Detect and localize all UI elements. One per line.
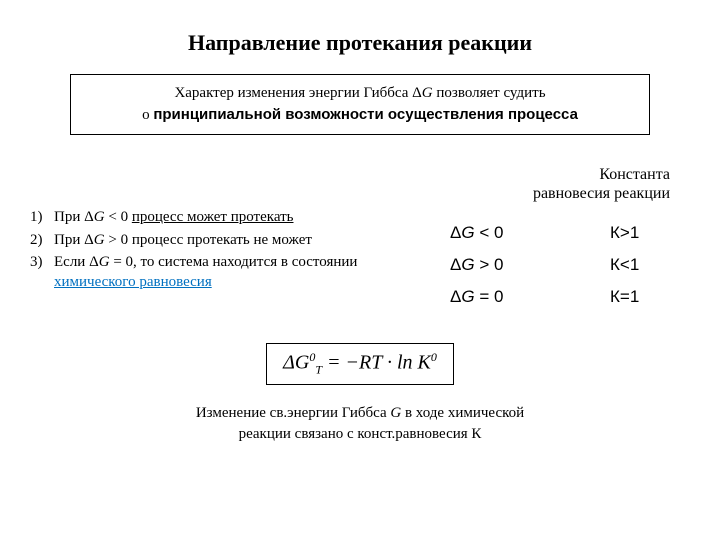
f-g: G [295, 352, 309, 374]
bt-g: G [390, 405, 401, 421]
bottom-caption: Изменение св.энергии Гиббса G в ходе хим… [90, 403, 630, 445]
box-g: G [422, 85, 433, 101]
table-row: ΔG > 0 К<1 [430, 249, 690, 281]
konstant-label: Константа равновесия реакции [30, 165, 670, 203]
bt-l2: реакции связано с конст.равновесия К [239, 426, 482, 442]
conditions-list: 1) При ΔG < 0 процесс может протекать 2)… [30, 207, 420, 294]
f-rt: RT [359, 352, 382, 374]
cell-k: К>1 [610, 223, 670, 243]
table-row: ΔG < 0 К>1 [430, 217, 690, 249]
list-item: 1) При ΔG < 0 процесс может протекать [30, 207, 420, 227]
box-line1-post: позволяет судить [433, 85, 546, 101]
i1-lt: < 0 [105, 209, 132, 225]
cell-k: К<1 [610, 255, 670, 275]
i2-rest: > 0 процесс протекать не может [105, 232, 312, 248]
f-k: K [418, 352, 431, 374]
f-sub: T [315, 363, 322, 377]
box-line2-bold: принципиальной возможности осуществления… [153, 106, 578, 123]
chem-equilibrium-link[interactable]: химического равновесия [54, 274, 212, 290]
cell-dg: ΔG = 0 [450, 287, 560, 307]
f-ksup: 0 [431, 350, 437, 364]
cell-dg: ΔG < 0 [450, 223, 560, 243]
list-item: 2) При ΔG > 0 процесс протекать не может [30, 230, 420, 250]
statement-box: Характер изменения энергии Гиббса ΔG поз… [70, 74, 650, 135]
i3-pre: Если Δ [54, 254, 99, 270]
box-line1-pre: Характер изменения энергии Гиббса Δ [174, 85, 421, 101]
i2-pre: При Δ [54, 232, 94, 248]
list-body-2: При ΔG > 0 процесс протекать не может [54, 230, 420, 250]
page-title: Направление протекания реакции [30, 30, 690, 56]
formula-box: ΔG0T = −RT · ln K0 [266, 343, 454, 385]
list-num-1: 1) [30, 207, 54, 227]
list-num-3: 3) [30, 252, 54, 293]
cell-dg: ΔG > 0 [450, 255, 560, 275]
i1-under: процесс может протекать [132, 209, 294, 225]
i1-pre: При Δ [54, 209, 94, 225]
konst-l2: равновесия реакции [533, 185, 670, 202]
cell-k: К=1 [610, 287, 670, 307]
content-row: 1) При ΔG < 0 процесс может протекать 2)… [30, 207, 690, 313]
conditions-table: ΔG < 0 К>1 ΔG > 0 К<1 ΔG = 0 К=1 [430, 217, 690, 313]
table-row: ΔG = 0 К=1 [430, 281, 690, 313]
i2-g: G [94, 232, 105, 248]
list-item: 3) Если ΔG = 0, то система находится в с… [30, 252, 420, 293]
f-eq: = − [322, 352, 359, 374]
i3-g: G [99, 254, 110, 270]
i3-mid: = 0, то система находится в состоянии [110, 254, 358, 270]
konst-l1: Константа [599, 166, 670, 183]
box-line2-pre: о [142, 107, 153, 123]
list-body-3: Если ΔG = 0, то система находится в сост… [54, 252, 420, 293]
list-body-1: При ΔG < 0 процесс может протекать [54, 207, 420, 227]
f-dot: · ln [382, 352, 418, 374]
f-delta: Δ [283, 352, 295, 374]
list-num-2: 2) [30, 230, 54, 250]
bt-pre: Изменение св.энергии Гиббса [196, 405, 391, 421]
bt-post: в ходе химической [401, 405, 524, 421]
i1-g: G [94, 209, 105, 225]
